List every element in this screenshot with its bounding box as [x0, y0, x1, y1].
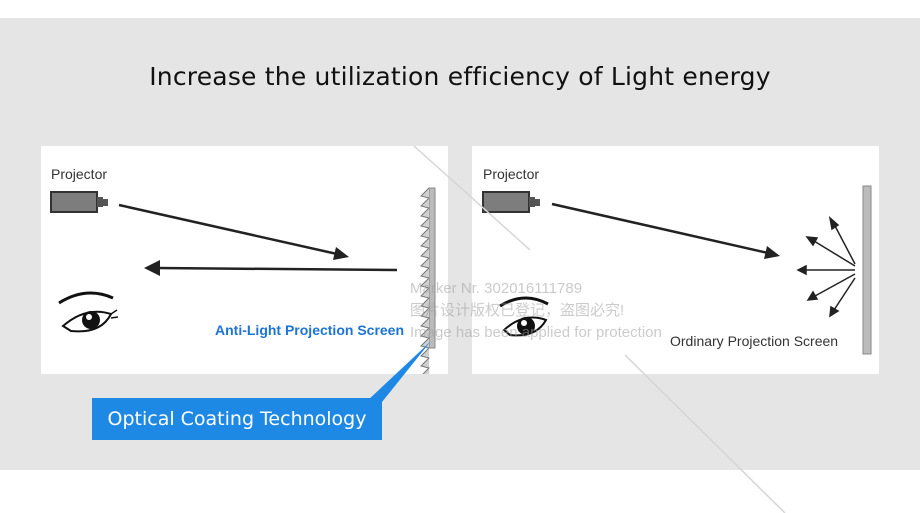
- watermark-line: Marker Nr. 302016111789: [410, 278, 662, 300]
- watermark: Marker Nr. 302016111789 图片设计版权已登记，盗图必究! …: [410, 278, 662, 344]
- watermark-line: Image has been applied for protection: [410, 322, 662, 344]
- decorative-diagonal-line: [414, 146, 530, 250]
- callout-pointer: [366, 341, 431, 402]
- optical-coating-callout: Optical Coating Technology: [92, 398, 382, 440]
- decorative-diagonal-line: [625, 355, 785, 513]
- watermark-line: 图片设计版权已登记，盗图必究!: [410, 300, 662, 322]
